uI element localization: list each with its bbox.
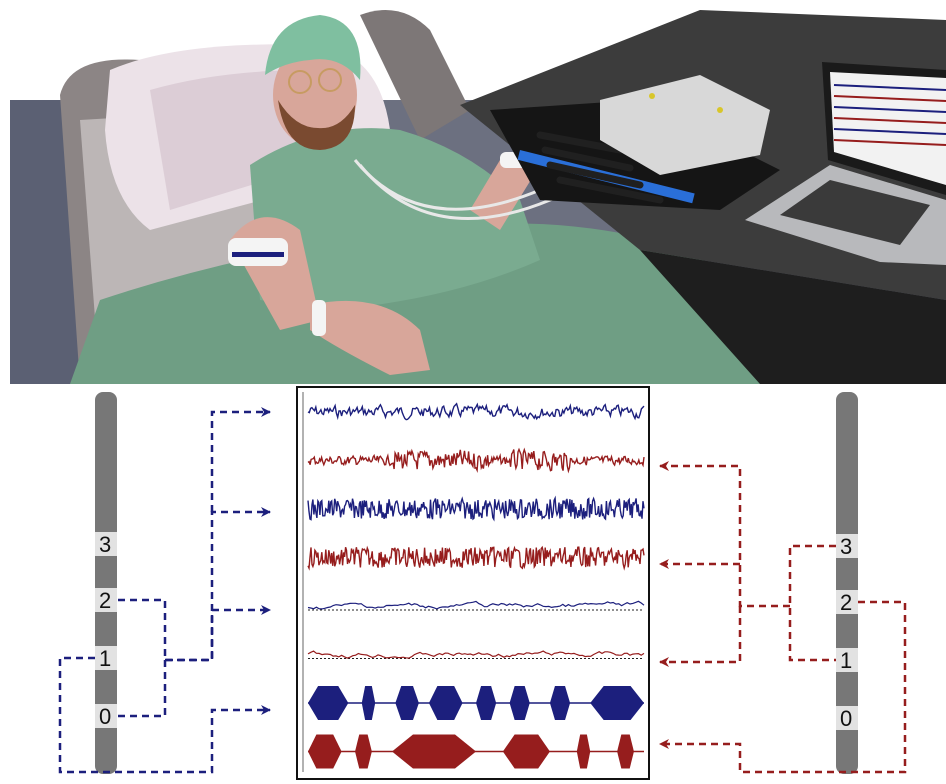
wire-contact0-to-trace1 [118, 660, 167, 718]
arm-cuff-stripe [232, 252, 284, 257]
glasses-lens-left [288, 70, 312, 94]
wrist-band-left [312, 300, 326, 336]
trace-7-burst-1 [361, 686, 376, 720]
left-wiring [58, 407, 271, 774]
trace-7-burst-7 [590, 686, 644, 720]
trace-8-burst-3 [502, 734, 550, 769]
headbox-led-1 [649, 93, 655, 99]
wire-contact3-to-trace4 [788, 544, 836, 662]
trace-8-burst-4 [576, 734, 591, 769]
patient-beard [278, 100, 355, 150]
headbox [600, 75, 770, 175]
left-contact-0-band [95, 704, 117, 728]
laptop-keyboard [780, 180, 930, 245]
right-contact-3-band [836, 534, 858, 558]
left-depth-electrode: 3 2 1 0 [95, 392, 117, 774]
trace-1 [307, 402, 645, 421]
left-contact-2-label: 2 [99, 588, 111, 613]
trace-5 [307, 600, 645, 610]
surgical-cap [265, 15, 361, 80]
signal-traces [307, 402, 645, 769]
trace-4 [307, 545, 645, 571]
trace-6 [307, 650, 645, 659]
wire-contact2-to-trace8 [659, 600, 907, 774]
hand-resting [310, 300, 430, 375]
right-contact-0-band [836, 706, 858, 730]
right-electrode-shaft [836, 392, 858, 774]
right-wiring [659, 461, 907, 774]
left-contact-1-label: 1 [99, 646, 111, 671]
left-contact-0-label: 0 [99, 704, 111, 729]
trace-8-burst-5 [617, 734, 634, 769]
trace-7-burst-4 [476, 686, 497, 720]
trace-8-burst-1 [355, 734, 372, 769]
bed-side-rail [360, 10, 470, 140]
wire-contact1-to-trace3 [165, 507, 271, 662]
right-contact-2-band [836, 590, 858, 614]
trace-7-burst-0 [308, 686, 349, 720]
desk-front [640, 250, 946, 384]
left-electrode-shaft [95, 392, 117, 774]
right-contact-1-label: 1 [840, 648, 852, 673]
headbox-led-2 [717, 107, 723, 113]
left-contact-1-band [95, 646, 117, 670]
connector-cables [536, 131, 664, 204]
wire-contact2-to-trace5 [118, 598, 271, 662]
laptop-screen-traces [833, 84, 946, 146]
trace-8-burst-2 [392, 734, 476, 769]
glasses-lens-right [318, 68, 342, 92]
trace-7-burst-5 [509, 686, 530, 720]
electrode-signal-diagram: 3 2 1 0 3 2 1 0 [58, 386, 907, 780]
right-contact-3-label: 3 [840, 534, 852, 559]
trace-7-burst-6 [549, 686, 571, 720]
trace-2 [307, 447, 645, 474]
right-contact-0-label: 0 [840, 706, 852, 731]
trace-8-burst-0 [308, 734, 342, 769]
right-contact-2-label: 2 [840, 590, 852, 615]
left-contact-3-label: 3 [99, 532, 111, 557]
wire-trunk-to-trace6 [659, 606, 742, 667]
trace-7-burst-2 [395, 686, 419, 720]
wire-contact1-loop [58, 656, 271, 774]
trace-7-burst-3 [428, 686, 463, 720]
left-contact-2-band [95, 588, 117, 612]
gown-torso [250, 128, 540, 310]
wire-trunk-to-trace2 [659, 461, 790, 608]
right-contact-1-band [836, 648, 858, 672]
signal-panel-frame [296, 386, 650, 780]
wire-trunk-to-trace1 [210, 407, 271, 512]
left-contact-3-band [95, 532, 117, 556]
trace-3 [307, 495, 645, 522]
signal-panel [296, 386, 650, 780]
patient-recording-scene [0, 0, 946, 384]
right-depth-electrode: 3 2 1 0 [836, 392, 858, 774]
